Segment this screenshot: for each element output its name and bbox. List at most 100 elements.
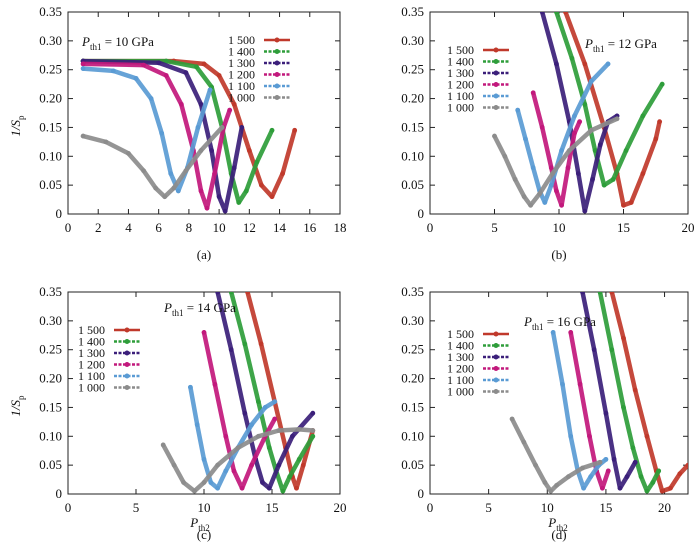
- legend-marker: [493, 93, 499, 99]
- data-point: [163, 58, 169, 64]
- data-point: [201, 480, 207, 485]
- data-point: [254, 159, 260, 165]
- data-point: [256, 433, 261, 439]
- data-point: [628, 200, 634, 205]
- data-point: [640, 113, 646, 119]
- data-point: [621, 202, 626, 208]
- y-tick-label: 0.20: [401, 91, 424, 106]
- y-tick-label: 0: [56, 486, 63, 501]
- data-point: [554, 12, 559, 15]
- y-tick-label: 0.05: [39, 457, 62, 472]
- data-point: [582, 61, 588, 67]
- data-point: [548, 165, 554, 171]
- x-axis-label: Pth2: [547, 515, 567, 533]
- data-point: [219, 125, 225, 130]
- data-point: [565, 474, 571, 480]
- panel-d: 0 0.05 0.10 0.15 0.20 0.25 0.30 0.35 0 5 10 15 20 1 5…: [401, 284, 689, 542]
- panel-title-rest: = 16 GPa: [543, 314, 596, 329]
- x-tick-label: 16: [303, 220, 317, 235]
- series-line-1200: [530, 90, 582, 208]
- data-point: [530, 165, 536, 171]
- data-point: [249, 462, 255, 468]
- data-point: [194, 422, 200, 428]
- x-tick-label: 5: [485, 500, 492, 515]
- data-point: [550, 171, 555, 177]
- x-tick-label: 10: [198, 500, 211, 515]
- y-tick-label: 0: [418, 206, 425, 221]
- legend-label: 1 200: [447, 78, 474, 92]
- panel-title-main: P: [523, 314, 532, 329]
- x-tick-label: 10: [213, 220, 226, 235]
- y-tick-label: 0.10: [39, 148, 62, 163]
- series-line-1500: [245, 292, 316, 491]
- panel-title-rest: = 12 GPa: [604, 36, 657, 51]
- y-tick-label: 0.20: [39, 371, 62, 386]
- legend-marker: [493, 389, 499, 394]
- data-point: [171, 462, 177, 468]
- data-point: [668, 485, 673, 491]
- data-point: [677, 471, 683, 477]
- legend-label: 1 400: [447, 55, 474, 69]
- data-point: [590, 176, 595, 182]
- legend-label: 1 300: [447, 66, 474, 80]
- y-tick-label: 0.30: [39, 313, 62, 328]
- data-point: [550, 330, 556, 335]
- y-tick-label: 0.30: [401, 313, 424, 328]
- legend-marker: [124, 385, 130, 390]
- legend-label: 1 500: [447, 43, 474, 57]
- series-line-1200: [80, 61, 232, 211]
- data-point: [222, 208, 228, 214]
- y-tick-label: 0.20: [39, 91, 62, 106]
- data-point: [685, 462, 688, 468]
- data-point: [502, 153, 508, 159]
- data-point: [559, 148, 564, 153]
- x-axis-label-main: P: [547, 515, 556, 530]
- data-point: [653, 136, 659, 142]
- data-point: [554, 61, 559, 67]
- x-tick-label: 5: [491, 220, 498, 235]
- data-point: [80, 61, 86, 67]
- data-point: [80, 66, 86, 71]
- x-tick-label: 2: [95, 220, 102, 235]
- data-point: [310, 433, 316, 439]
- panel-title-sub: th1: [532, 322, 544, 332]
- data-point: [568, 433, 574, 439]
- data-point: [657, 119, 663, 125]
- data-point: [542, 200, 548, 205]
- panel-label: (d): [551, 527, 566, 542]
- y-tick-label: 0.10: [401, 428, 424, 443]
- y-tick-label: 0.05: [39, 177, 62, 192]
- legend-marker: [124, 373, 130, 379]
- y-axis-label: 1/Sp: [8, 395, 26, 417]
- data-point: [133, 75, 139, 81]
- data-point: [231, 468, 237, 474]
- x-axis-label-sub: th2: [198, 523, 210, 533]
- y-tick-label: 0.35: [39, 284, 62, 299]
- data-point: [216, 73, 222, 78]
- data-point: [521, 439, 527, 445]
- data-point: [597, 459, 603, 465]
- panel-label: (b): [551, 247, 566, 262]
- panel-title: Pth1 = 14 GPa: [163, 300, 236, 318]
- data-point: [126, 151, 131, 156]
- data-point: [201, 61, 207, 67]
- y-tick-label: 0.05: [401, 177, 424, 192]
- y-axis-label-sub: p: [16, 395, 26, 400]
- data-point: [178, 101, 184, 107]
- data-point: [568, 330, 574, 335]
- data-point: [523, 136, 528, 142]
- legend-label: 1 300: [78, 346, 105, 360]
- y-tick-label: 0.25: [39, 62, 62, 77]
- legend-label: 1 500: [447, 327, 474, 341]
- data-point: [198, 148, 204, 153]
- x-tick-label: 20: [682, 220, 695, 235]
- legend-label: 1 400: [78, 335, 105, 349]
- data-point: [215, 462, 221, 468]
- data-point: [588, 127, 594, 133]
- data-point: [188, 384, 193, 390]
- data-point: [621, 405, 626, 410]
- data-point: [276, 462, 282, 468]
- data-point: [569, 55, 575, 61]
